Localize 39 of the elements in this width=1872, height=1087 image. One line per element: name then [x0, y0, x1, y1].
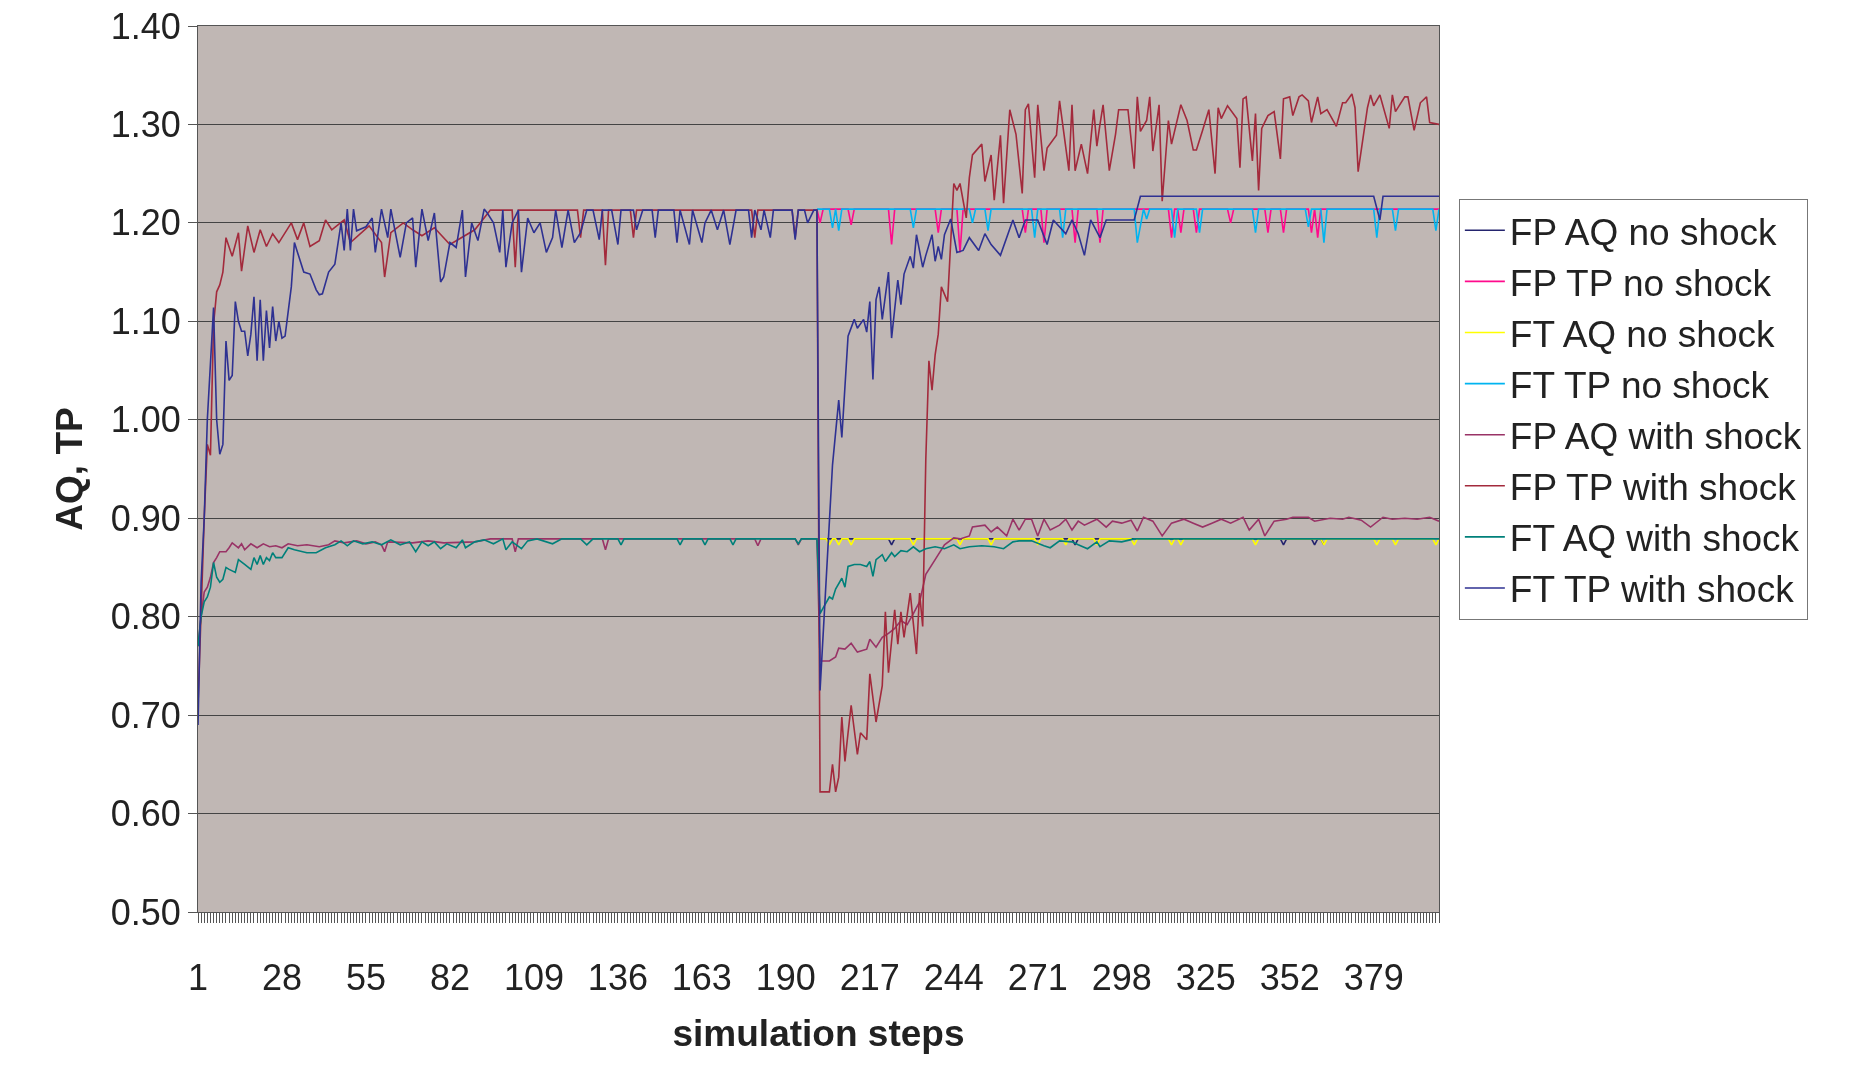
- legend-label: FT TP with shock: [1509, 569, 1795, 611]
- line-series: [816, 208, 1439, 244]
- y-tick-label: 1.30: [110, 104, 181, 146]
- x-tick-label: 55: [345, 957, 386, 999]
- x-tick-label: 271: [1007, 957, 1068, 999]
- x-tick-label: 28: [261, 957, 302, 999]
- x-tick-label: 109: [503, 957, 564, 999]
- y-tick-label: 1.40: [110, 5, 181, 47]
- x-tick-label: 136: [587, 957, 648, 999]
- line-series: [198, 195, 1439, 726]
- y-tick-label: 1.00: [110, 399, 181, 441]
- legend-label: FT AQ with shock: [1509, 518, 1800, 560]
- y-tick-label: 0.50: [110, 891, 181, 933]
- legend-label: FP TP no shock: [1509, 262, 1772, 304]
- x-tick-label: 163: [671, 957, 732, 999]
- x-tick-label: 325: [1175, 957, 1236, 999]
- x-tick-label: 298: [1091, 957, 1152, 999]
- x-axis-title: simulation steps: [672, 1012, 965, 1054]
- y-axis-title: AQ, TP: [49, 407, 91, 531]
- y-tick-label: 0.90: [110, 497, 181, 539]
- line-series: [198, 93, 1439, 793]
- x-tick-label: 190: [755, 957, 816, 999]
- y-tick-label: 1.20: [110, 202, 181, 244]
- line-series: [198, 538, 1439, 647]
- legend-label: FP AQ no shock: [1509, 211, 1778, 253]
- y-tick-label: 1.10: [110, 300, 181, 342]
- x-tick-label: 244: [923, 957, 984, 999]
- y-tick-label: 0.60: [110, 793, 181, 835]
- x-tick-label: 352: [1259, 957, 1320, 999]
- y-tick-label: 0.70: [110, 694, 181, 736]
- legend-label: FP AQ with shock: [1509, 416, 1802, 458]
- legend-label: FT TP no shock: [1509, 365, 1770, 407]
- x-tick-label: 82: [429, 957, 470, 999]
- legend-label: FP TP with shock: [1509, 467, 1797, 509]
- legend-label: FT AQ no shock: [1509, 313, 1775, 355]
- y-tick-label: 0.80: [110, 596, 181, 638]
- x-tick-label: 379: [1343, 957, 1404, 999]
- x-tick-label: 1: [187, 957, 209, 999]
- x-tick-label: 217: [839, 957, 900, 999]
